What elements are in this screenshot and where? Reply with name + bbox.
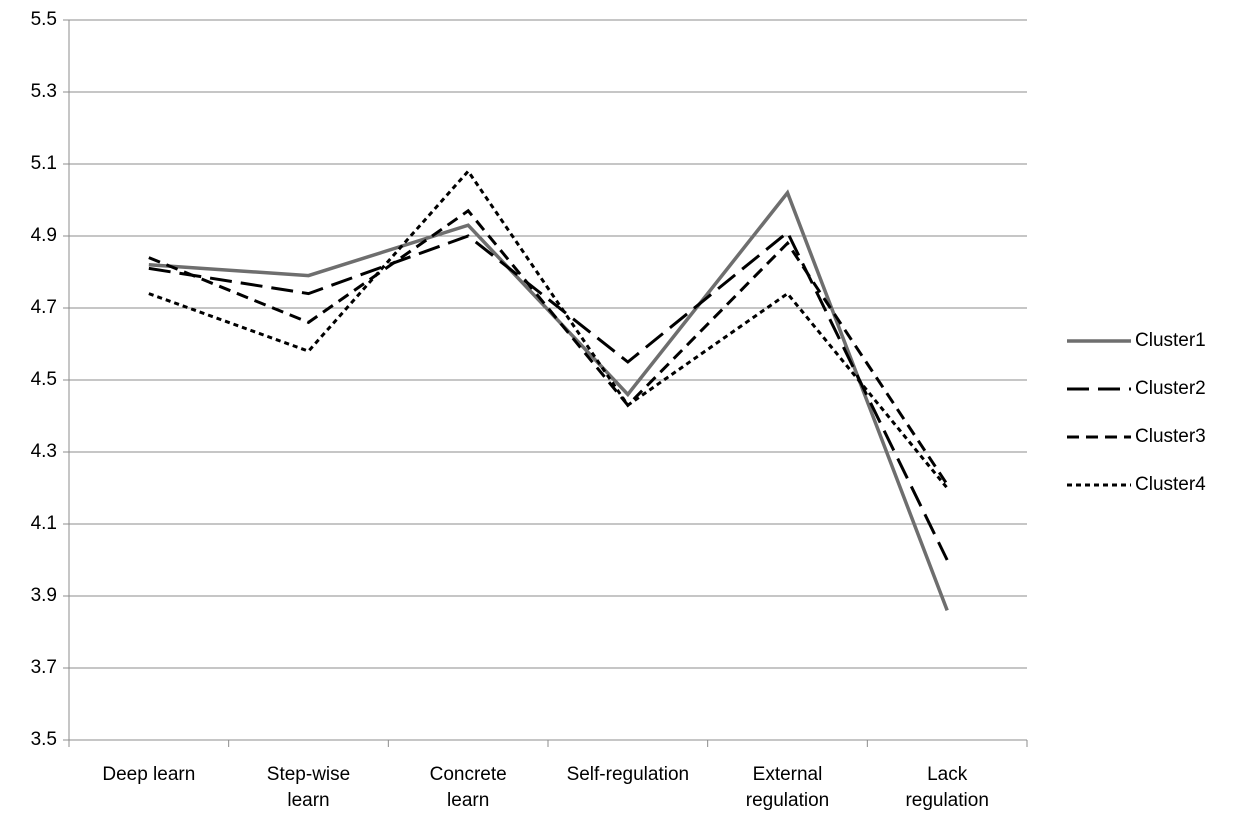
y-tick-label: 4.3 bbox=[31, 441, 57, 462]
y-tick-label: 4.5 bbox=[31, 369, 57, 390]
x-tick-label: Concrete learn bbox=[430, 764, 507, 811]
legend-label: Cluster3 bbox=[1135, 426, 1206, 447]
y-tick-label: 5.3 bbox=[31, 81, 57, 102]
legend-label: Cluster1 bbox=[1135, 330, 1206, 351]
y-tick-label: 3.5 bbox=[31, 729, 57, 750]
series-line bbox=[148, 168, 949, 489]
x-tick-label: Lack regulation bbox=[905, 764, 988, 811]
y-tick-label: 3.9 bbox=[31, 585, 57, 606]
legend-label: Cluster4 bbox=[1135, 474, 1206, 495]
x-tick-label: Step-wise learn bbox=[267, 764, 350, 811]
x-tick-label: External regulation bbox=[746, 764, 829, 811]
y-tick-label: 5.1 bbox=[31, 153, 57, 174]
x-tick-label: Self-regulation bbox=[567, 764, 690, 785]
series-line bbox=[148, 189, 949, 612]
y-tick-label: 4.1 bbox=[31, 513, 57, 534]
series-line bbox=[148, 230, 949, 561]
y-tick-label: 3.7 bbox=[31, 657, 57, 678]
y-tick-label: 4.9 bbox=[31, 225, 57, 246]
y-tick-label: 5.5 bbox=[31, 9, 57, 30]
legend-label: Cluster2 bbox=[1135, 378, 1206, 399]
y-tick-label: 4.7 bbox=[31, 297, 57, 318]
series-line bbox=[148, 208, 949, 486]
x-tick-label: Deep learn bbox=[102, 764, 195, 785]
